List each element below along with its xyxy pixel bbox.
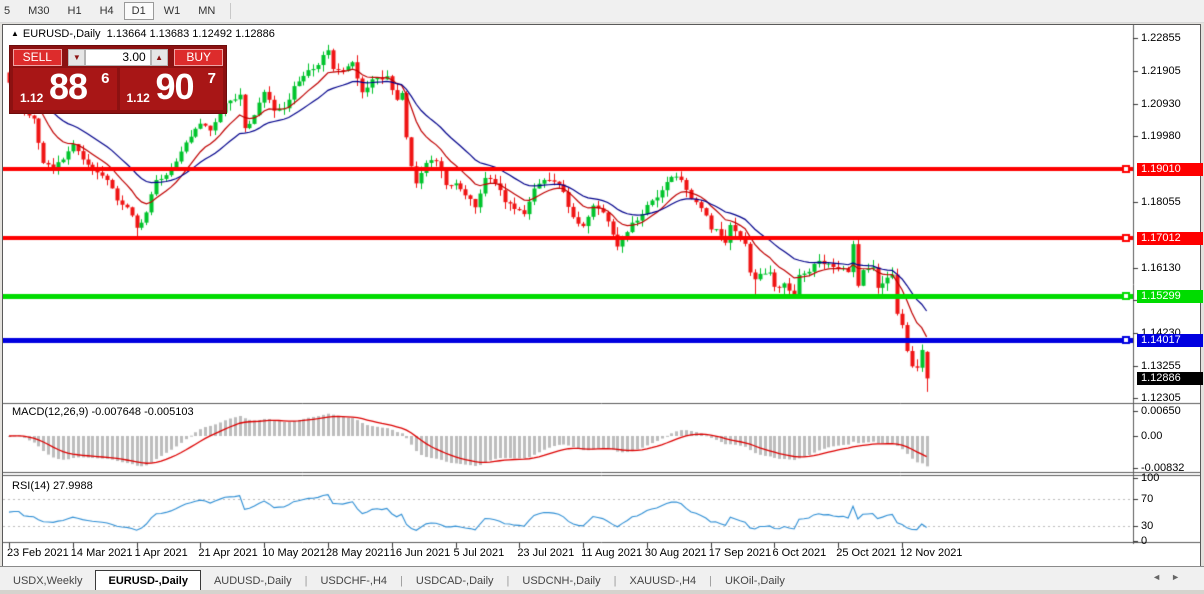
chart-window: ▲ EURUSD-,Daily 1.13664 1.13683 1.12492 1… — [2, 24, 1203, 567]
macd-tick-0.00: 0.00 — [1141, 430, 1163, 442]
chart-header: ▲ EURUSD-,Daily 1.13664 1.13683 1.12492 1… — [11, 28, 275, 40]
tab-separator: | — [304, 575, 308, 587]
macd-label: MACD(12,26,9) -0.007648 -0.005103 — [12, 406, 194, 418]
price-tick-1.20930: 1.20930 — [1141, 97, 1181, 110]
rsi-tick-30: 30 — [1141, 519, 1154, 532]
hline-tag-1.14017: 1.14017 — [1137, 333, 1203, 347]
tab-audusd-daily[interactable]: AUDUSD-,Daily — [213, 575, 292, 587]
timeframe-button-d1[interactable]: D1 — [123, 2, 154, 20]
price-tick-1.19980: 1.19980 — [1141, 130, 1181, 143]
tab-usdcad-daily[interactable]: USDCAD-,Daily — [415, 575, 494, 587]
hline-tag-1.17012: 1.17012 — [1137, 231, 1203, 245]
buy-quote-pip: 7 — [207, 70, 216, 87]
sell-button[interactable]: SELL — [13, 49, 62, 66]
rsi-tick-70: 70 — [1141, 492, 1154, 505]
date-tick-14-mar-2021: 14 Mar 2021 — [70, 547, 133, 559]
timeframe-button-h1[interactable]: H1 — [67, 5, 82, 17]
date-tick-28-may-2021: 28 May 2021 — [325, 547, 390, 559]
sell-quote[interactable]: 1.12 88 6 — [13, 66, 117, 110]
price-tick-1.22855: 1.22855 — [1141, 32, 1181, 45]
rsi-tick-0: 0 — [1141, 535, 1148, 547]
price-tick-1.12305: 1.12305 — [1141, 392, 1181, 405]
tab-usdchf-h4[interactable]: USDCHF-,H4 — [320, 575, 388, 587]
date-tick-5-jul-2021: 5 Jul 2021 — [453, 547, 505, 559]
date-tick-23-jul-2021: 23 Jul 2021 — [517, 547, 575, 559]
date-tick-25-oct-2021: 25 Oct 2021 — [836, 547, 897, 559]
buy-quote[interactable]: 1.12 90 7 — [119, 66, 223, 110]
date-tick-17-sep-2021: 17 Sep 2021 — [708, 547, 772, 559]
timeframe-button-m30[interactable]: M30 — [28, 5, 50, 17]
tab-scroll-right-icon[interactable]: ► — [1171, 572, 1190, 582]
tab-scroll-left-icon[interactable]: ◄ — [1152, 572, 1172, 582]
one-click-trade-panel: SELL ▼ 3.00 ▲ BUY 1.12 88 6 1.12 90 7 — [9, 45, 227, 114]
timeframe-button-h4[interactable]: H4 — [99, 5, 114, 17]
sell-quote-main: 88 — [49, 66, 88, 107]
date-tick-11-aug-2021: 11 Aug 2021 — [581, 547, 643, 559]
hline-tag-1.15299: 1.15299 — [1137, 290, 1203, 304]
tab-separator: | — [506, 575, 510, 587]
price-tick-1.16130: 1.16130 — [1141, 261, 1181, 274]
date-tick-21-apr-2021: 21 Apr 2021 — [198, 547, 258, 559]
ohlc-readout: 1.13664 1.13683 1.12492 1.12886 — [106, 28, 275, 40]
symbol-collapse-icon: ▲ — [11, 29, 19, 38]
symbol-title: EURUSD-,Daily — [22, 28, 101, 40]
price-tick-1.13255: 1.13255 — [1141, 359, 1181, 372]
tab-usdcnh-daily[interactable]: USDCNH-,Daily — [522, 575, 601, 587]
hline-tag-1.19010: 1.19010 — [1137, 163, 1203, 177]
buy-button[interactable]: BUY — [174, 49, 223, 66]
macd-tick-0.00650: 0.00650 — [1141, 405, 1181, 418]
buy-quote-main: 90 — [155, 66, 195, 107]
buy-quote-prefix: 1.12 — [126, 91, 150, 105]
volume-input[interactable]: 3.00 — [85, 49, 151, 66]
date-tick-16-jun-2021: 16 Jun 2021 — [389, 547, 451, 559]
rsi-tick-100: 100 — [1141, 472, 1160, 485]
tab-separator: | — [400, 575, 403, 587]
chart-canvas[interactable] — [3, 25, 1200, 566]
current-price-tag: 1.12886 — [1137, 372, 1203, 386]
tab-eurusd-daily[interactable]: EURUSD-,Daily — [95, 570, 201, 591]
sell-quote-pip: 6 — [101, 70, 110, 87]
window-bottom-edge — [0, 590, 1204, 594]
timeframe-toolbar: 5 M30 H1 H4 D1 W1 MN — [0, 0, 1204, 23]
rsi-label: RSI(14) 27.9988 — [12, 480, 93, 492]
price-tick-1.18055: 1.18055 — [1141, 196, 1181, 208]
tab-scroll-arrows[interactable]: ◄► — [1152, 572, 1190, 582]
toolbar-separator — [230, 3, 232, 19]
tab-separator: | — [709, 575, 712, 587]
macd-tick--0.00832: -0.00832 — [1141, 461, 1185, 474]
date-tick-10-may-2021: 10 May 2021 — [262, 547, 326, 559]
tab-separator: | — [613, 575, 617, 587]
date-tick-6-oct-2021: 6 Oct 2021 — [772, 547, 827, 559]
date-tick-12-nov-2021: 12 Nov 2021 — [900, 547, 963, 559]
volume-increase-button[interactable]: ▲ — [150, 49, 168, 66]
timeframe-button-5[interactable]: 5 — [4, 5, 11, 17]
sell-quote-prefix: 1.12 — [20, 91, 44, 105]
date-tick-1-apr-2021: 1 Apr 2021 — [134, 547, 188, 559]
price-tick-1.21905: 1.21905 — [1141, 64, 1181, 77]
tab-xauusd-h4[interactable]: XAUUSD-,H4 — [629, 575, 697, 587]
date-tick-30-aug-2021: 30 Aug 2021 — [644, 547, 707, 559]
tab-ukoil-daily[interactable]: UKOil-,Daily — [724, 575, 785, 587]
timeframe-button-w1[interactable]: W1 — [163, 5, 181, 17]
volume-decrease-button[interactable]: ▼ — [68, 49, 86, 66]
chart-tabs-bar: USDX,Weekly EURUSD-,Daily AUDUSD-,Daily | US… — [0, 566, 1204, 591]
timeframe-button-mn[interactable]: MN — [198, 5, 216, 17]
tab-usdx-weekly[interactable]: USDX,Weekly — [13, 575, 83, 587]
date-tick-23-feb-2021: 23 Feb 2021 — [7, 547, 69, 559]
